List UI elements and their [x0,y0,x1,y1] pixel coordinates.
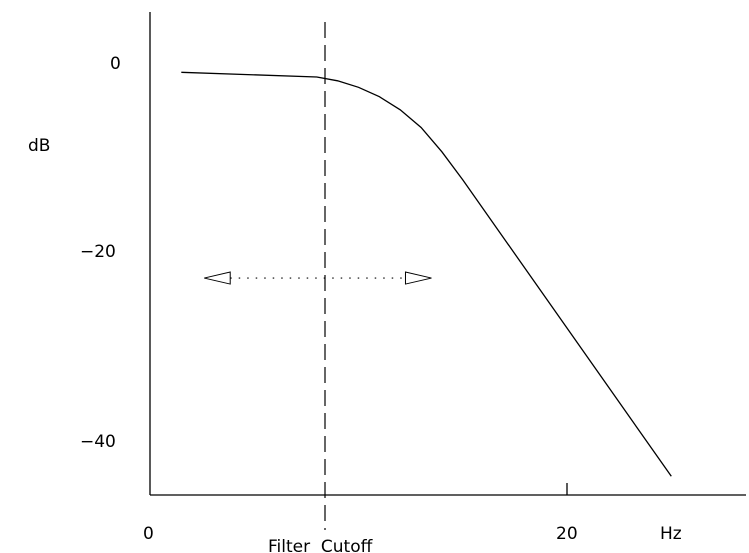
cutoff-label: Filter Cutoff [268,537,374,553]
x-tick-label-20: 20 [556,524,578,544]
x-axis-label: Hz [660,524,682,544]
y-axis-label: dB [28,136,50,156]
y-tick-label-minus20: −20 [80,242,116,262]
arrow-left-head [204,271,231,285]
frequency-response-curve [181,71,672,477]
arrow-right-head [404,271,432,285]
y-tick-label-0: 0 [110,54,121,74]
cutoff-adjust-arrow [204,271,432,285]
y-tick-label-minus40: −40 [80,432,116,452]
x-tick-label-0: 0 [143,524,154,544]
